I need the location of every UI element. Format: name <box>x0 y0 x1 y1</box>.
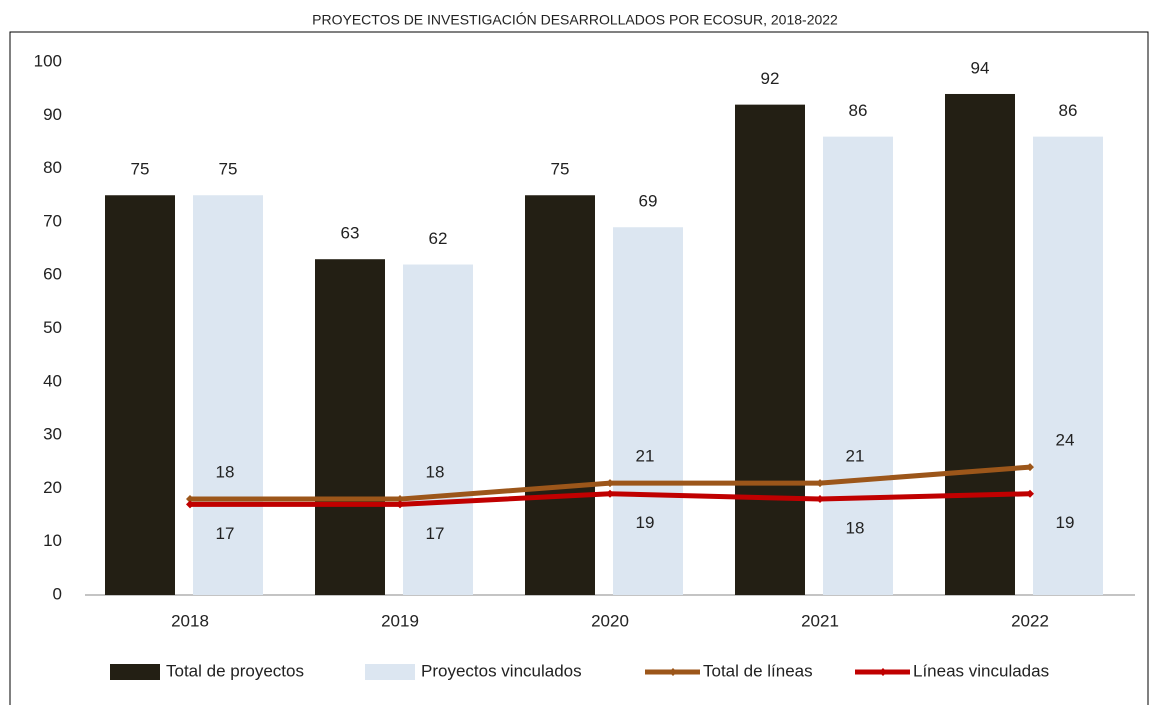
line-marker <box>606 479 614 488</box>
data-label: 18 <box>426 463 445 482</box>
data-label: 75 <box>131 160 150 179</box>
x-tick-label: 2019 <box>381 611 419 630</box>
data-label: 19 <box>1056 513 1075 532</box>
legend-label: Proyectos vinculados <box>421 661 582 680</box>
bar <box>1033 136 1103 595</box>
x-tick-label: 2022 <box>1011 611 1049 630</box>
bar <box>193 195 263 595</box>
y-tick-label: 100 <box>34 51 62 70</box>
line-marker <box>396 500 404 509</box>
y-tick-label: 80 <box>43 158 62 177</box>
data-label: 75 <box>551 160 570 179</box>
y-tick-label: 10 <box>43 531 62 550</box>
line-marker <box>606 489 614 498</box>
bar <box>315 259 385 595</box>
line-marker <box>816 495 824 504</box>
data-label: 18 <box>846 519 865 538</box>
data-label: 92 <box>761 69 780 88</box>
bar <box>403 264 473 595</box>
bar <box>105 195 175 595</box>
x-tick-label: 2018 <box>171 611 209 630</box>
y-tick-label: 50 <box>43 318 62 337</box>
legend-swatch <box>365 664 415 680</box>
data-label: 17 <box>216 524 235 543</box>
line-marker <box>396 495 404 504</box>
line-marker <box>816 479 824 488</box>
x-tick-label: 2020 <box>591 611 629 630</box>
line-marker <box>1026 489 1034 498</box>
y-tick-label: 0 <box>53 584 62 603</box>
data-label: 69 <box>639 192 658 211</box>
y-tick-label: 20 <box>43 478 62 497</box>
data-label: 19 <box>636 513 655 532</box>
y-tick-label: 40 <box>43 371 62 390</box>
data-label: 24 <box>1056 431 1075 450</box>
line-marker <box>1026 463 1034 472</box>
data-label: 63 <box>341 224 360 243</box>
legend-marker <box>669 668 677 676</box>
bar <box>735 104 805 595</box>
y-tick-label: 70 <box>43 211 62 230</box>
data-label: 75 <box>219 160 238 179</box>
data-label: 86 <box>849 101 868 120</box>
chart-title: PROYECTOS DE INVESTIGACIÓN DESARROLLADOS… <box>312 12 838 28</box>
bar <box>613 227 683 596</box>
data-label: 62 <box>429 229 448 248</box>
data-label: 17 <box>426 524 445 543</box>
data-label: 94 <box>971 58 990 77</box>
line-marker <box>186 495 194 504</box>
legend-marker <box>879 668 887 676</box>
legend-label: Líneas vinculadas <box>913 661 1049 680</box>
bar <box>823 136 893 595</box>
x-tick-label: 2021 <box>801 611 839 630</box>
data-label: 21 <box>636 447 655 466</box>
y-tick-label: 30 <box>43 425 62 444</box>
data-label: 18 <box>216 463 235 482</box>
data-label: 21 <box>846 447 865 466</box>
bar <box>525 195 595 595</box>
chart-frame <box>9 31 1149 705</box>
legend-swatch <box>110 664 160 680</box>
data-label: 86 <box>1059 101 1078 120</box>
bar <box>945 93 1015 595</box>
y-tick-label: 90 <box>43 105 62 124</box>
line-marker <box>186 500 194 509</box>
legend-label: Total de líneas <box>703 661 813 680</box>
y-tick-label: 60 <box>43 265 62 284</box>
legend-label: Total de proyectos <box>166 661 304 680</box>
